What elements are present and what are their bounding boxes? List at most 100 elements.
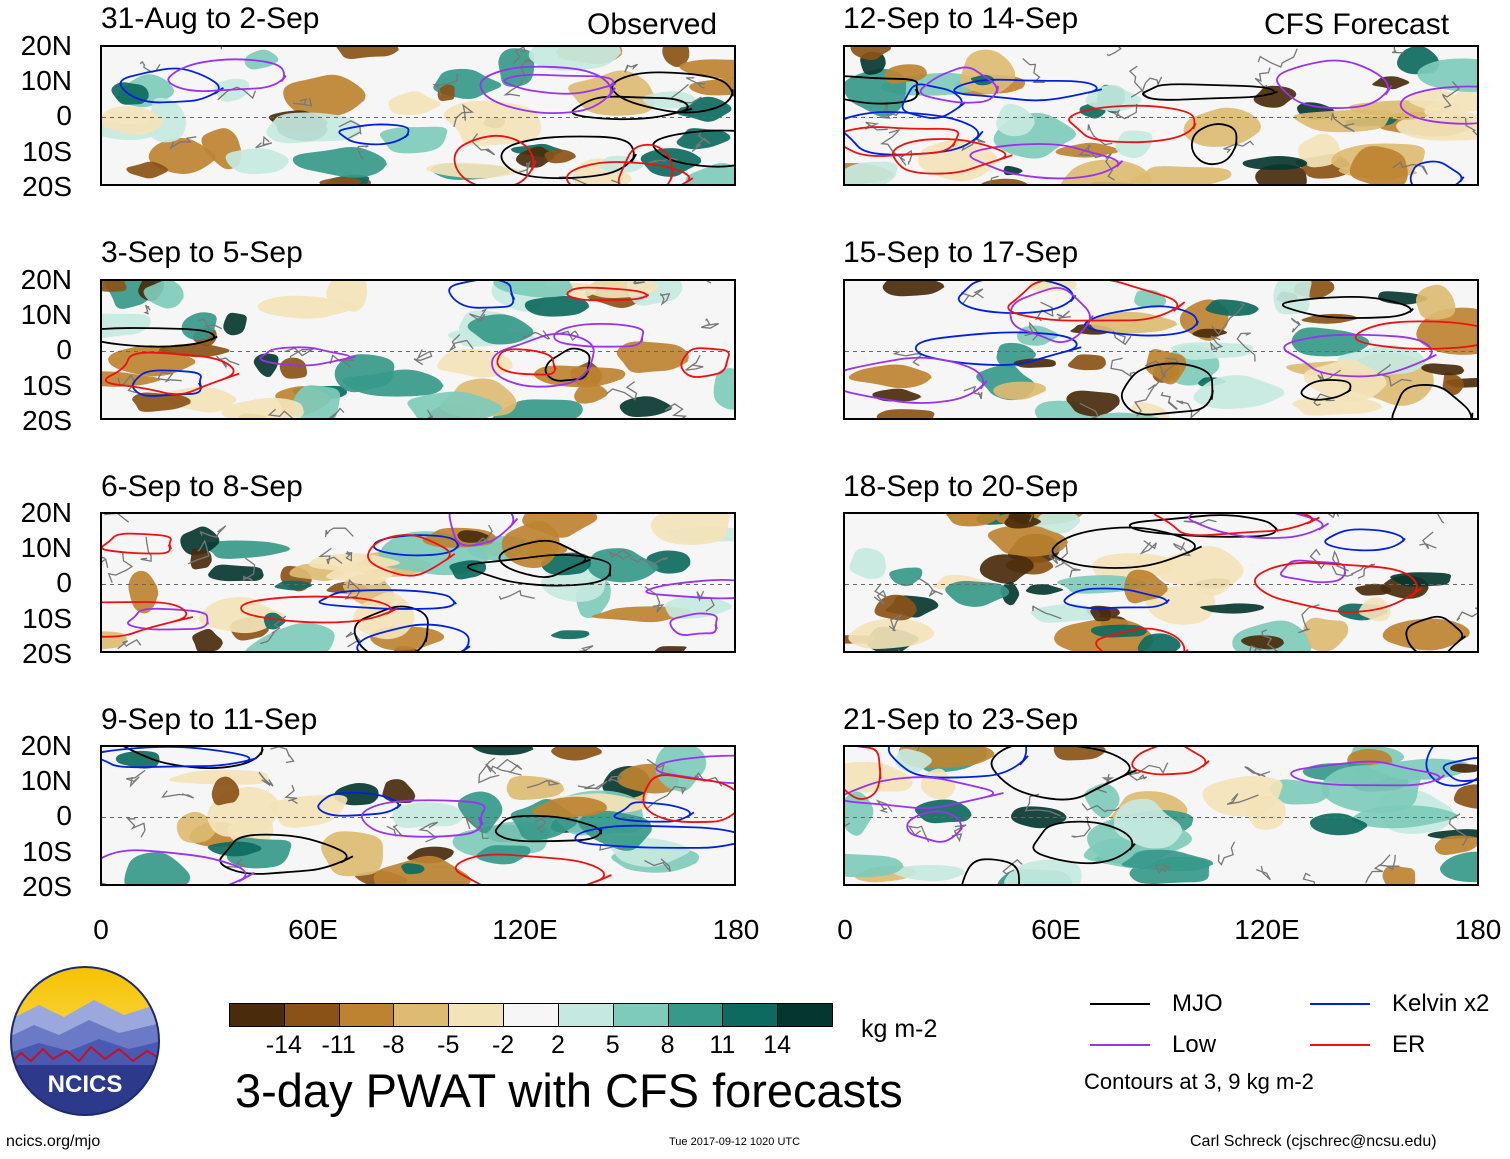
coastline — [686, 77, 706, 89]
pwat-anomaly-shade — [987, 525, 1069, 557]
coastline — [126, 818, 146, 838]
wave-contour — [1007, 281, 1186, 322]
pwat-anomaly-shade — [225, 148, 291, 175]
pwat-anomaly-shade — [591, 606, 691, 623]
pwat-anomaly-shade — [457, 530, 492, 543]
pwat-anomaly-shade — [266, 112, 364, 144]
pwat-anomaly-shade — [326, 281, 368, 312]
coastline — [1290, 317, 1301, 333]
wave-contour — [914, 331, 1082, 366]
pwat-anomaly-shade — [882, 281, 947, 297]
pwat-anomaly-shade — [1137, 633, 1183, 651]
wave-contour — [1324, 528, 1406, 552]
pwat-anomaly-shade — [1145, 349, 1187, 385]
pwat-anomaly-shade — [208, 564, 264, 582]
pwat-anomaly-shade — [1193, 375, 1291, 410]
pwat-anomaly-shade — [493, 281, 575, 298]
coastline — [1365, 854, 1391, 884]
wave-contour — [448, 281, 516, 309]
pwat-anomaly-shade — [263, 612, 288, 630]
pwat-anomaly-shade — [102, 313, 152, 339]
coastline — [1160, 391, 1178, 411]
pwat-anomaly-shade — [1171, 342, 1254, 360]
lat-label-eq: 0 — [56, 100, 72, 131]
pwat-anomaly-shade — [1253, 85, 1298, 108]
lat-label-20n: 20N — [20, 264, 72, 295]
coastline — [1134, 384, 1156, 417]
pwat-anomaly-shade — [319, 177, 362, 184]
legend-label-mjo: MJO — [1172, 990, 1223, 1017]
coastline — [478, 757, 500, 784]
lat-label-20n: 20N — [20, 30, 72, 61]
pwat-anomaly-shade — [401, 863, 426, 875]
wave-contour — [1051, 526, 1202, 569]
pwat-anomaly-shade — [920, 768, 957, 800]
coastline — [449, 334, 474, 352]
pwat-anomaly-shade — [181, 312, 217, 341]
coastline — [873, 583, 888, 606]
coastline — [534, 817, 546, 834]
footer-timestamp: Tue 2017-09-12 1020 UTC — [669, 1136, 801, 1148]
pwat-anomaly-shade — [1372, 76, 1412, 90]
pwat-anomaly-shade — [551, 747, 605, 761]
pwat-anomaly-shade — [848, 618, 938, 650]
wave-contour — [845, 776, 1004, 810]
coastline — [1331, 550, 1349, 572]
wave-contour — [338, 123, 410, 146]
wave-contour — [102, 327, 218, 348]
wave-contour — [503, 73, 617, 95]
pwat-anomaly-shade — [848, 364, 934, 389]
pwat-anomaly-shade — [199, 540, 296, 559]
pwat-anomaly-shade — [1421, 363, 1465, 376]
wave-contour — [1283, 333, 1437, 378]
map-panel-right-4 — [843, 745, 1479, 886]
coastline — [220, 47, 223, 50]
coastline — [1105, 153, 1115, 181]
wave-contour — [1084, 305, 1199, 337]
pwat-anomaly-shade — [981, 178, 1028, 184]
coastline — [664, 403, 688, 418]
wave-contour — [642, 774, 734, 823]
coastline — [1154, 864, 1172, 875]
coastline — [963, 385, 983, 400]
wave-contour — [102, 532, 172, 555]
pwat-anomaly-shade — [334, 354, 395, 393]
wave-contour — [259, 346, 356, 367]
coastline — [1244, 766, 1271, 778]
lon-label-0: 0 — [837, 914, 853, 945]
pwat-anomaly-shade — [292, 385, 341, 418]
coastline — [1298, 603, 1320, 634]
coastline — [1376, 363, 1412, 387]
footer-url[interactable]: ncics.org/mjo — [6, 1133, 101, 1150]
pwat-anomaly-shade — [274, 580, 314, 591]
pwat-anomaly-shade — [1293, 109, 1393, 133]
main-title: 3-day PWAT with CFS forecasts — [235, 1064, 903, 1117]
pwat-anomaly-shade — [1349, 146, 1409, 184]
coastline — [161, 790, 195, 799]
pwat-anomaly-shade — [467, 314, 537, 345]
pwat-anomaly-shade — [960, 49, 1018, 94]
lat-label-20n: 20N — [20, 497, 72, 528]
pwat-anomaly-shade — [845, 161, 898, 184]
pwat-anomaly-shade — [1298, 133, 1341, 168]
panel-title-right-4: 21-Sep to 23-Sep — [843, 703, 1079, 736]
coastline — [485, 763, 512, 775]
pwat-anomaly-shade — [531, 796, 609, 818]
lat-label-20s: 20S — [22, 638, 72, 669]
coastline — [117, 638, 142, 650]
wave-contour — [680, 347, 730, 378]
coastline — [496, 758, 523, 776]
coastline — [260, 615, 287, 645]
lat-label-10n: 10N — [20, 299, 72, 330]
lat-label-eq: 0 — [56, 800, 72, 831]
coastline — [522, 330, 551, 340]
pwat-anomaly-shade — [1067, 354, 1107, 371]
wave-contour — [990, 747, 1138, 801]
pwat-anomaly-shade — [1129, 166, 1234, 184]
pwat-anomaly-shade — [102, 281, 128, 292]
pwat-anomaly-shade — [685, 163, 734, 184]
colorbar-tick-label: -14 — [265, 1031, 302, 1059]
panel-title-left-4: 9-Sep to 11-Sep — [101, 703, 318, 736]
pwat-anomaly-shade — [253, 353, 279, 378]
wave-contour — [1399, 85, 1477, 125]
